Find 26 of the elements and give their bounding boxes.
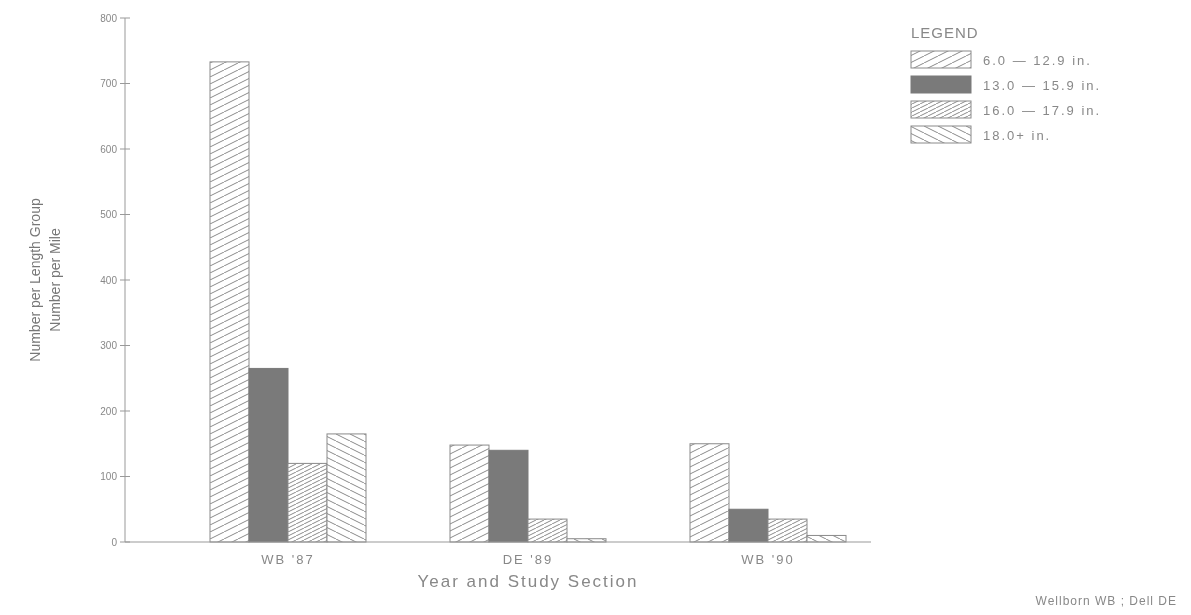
bar bbox=[449, 444, 490, 543]
x-tick-label: WB '90 bbox=[741, 552, 795, 567]
bar bbox=[248, 367, 289, 543]
legend-label: 6.0 — 12.9 in. bbox=[983, 52, 1092, 68]
y-tick-label: 600 bbox=[100, 143, 118, 155]
y-tick-label: 100 bbox=[100, 471, 118, 482]
bar bbox=[728, 508, 769, 543]
bar bbox=[689, 443, 730, 543]
y-tick-label: 300 bbox=[100, 340, 118, 351]
y-tick-label: 400 bbox=[100, 274, 118, 286]
text: Wellborn WB ; Dell DE bbox=[1035, 594, 1177, 608]
bar bbox=[488, 449, 529, 543]
y-tick-label: 500 bbox=[100, 209, 118, 220]
legend-label: 16.0 — 17.9 in. bbox=[983, 102, 1102, 118]
y-tick-label: 800 bbox=[100, 12, 118, 24]
x-axis-title: Year and Study Section bbox=[417, 572, 639, 591]
y-tick-label: 200 bbox=[100, 405, 118, 417]
x-tick-label: DE '89 bbox=[502, 552, 554, 567]
bar bbox=[209, 61, 250, 543]
legend-label: 13.0 — 15.9 in. bbox=[983, 77, 1102, 93]
legend-title: LEGEND bbox=[911, 24, 979, 41]
x-tick-label: WB '87 bbox=[261, 552, 315, 567]
legend-label: 18.0+ in. bbox=[983, 127, 1052, 143]
y-tick-label: 700 bbox=[100, 78, 118, 89]
y-tick-label: 0 bbox=[111, 536, 118, 548]
y-axis-title: Number per Length Group Number per Mile bbox=[27, 198, 63, 362]
